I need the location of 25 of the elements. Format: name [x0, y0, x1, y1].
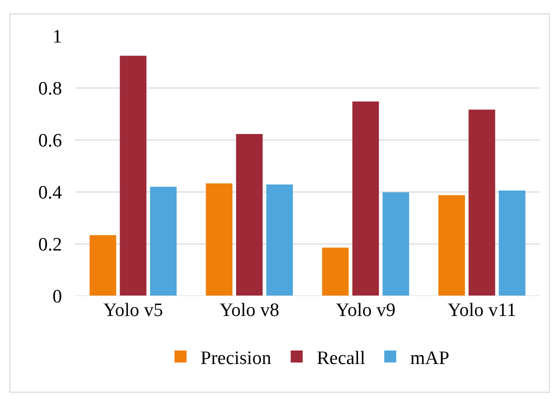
bar — [438, 195, 465, 296]
bar — [236, 134, 263, 296]
bar — [150, 186, 177, 296]
bar — [120, 56, 146, 296]
x-tick-label: Yolo v11 — [448, 300, 516, 321]
y-tick-label: 0.8 — [38, 78, 62, 100]
bar — [468, 110, 496, 296]
bar — [266, 184, 293, 296]
x-tick-label: Yolo v9 — [336, 300, 396, 321]
bar — [206, 183, 232, 296]
bar — [382, 192, 410, 296]
bar — [498, 190, 526, 296]
bar — [322, 248, 349, 296]
x-tick-label: Yolo v5 — [103, 300, 164, 321]
legend-label: mAP — [410, 348, 450, 369]
y-tick-label: 0 — [52, 286, 62, 308]
bar — [90, 235, 116, 296]
x-tick-label: Yolo v8 — [219, 300, 280, 321]
y-tick-label: 0.2 — [38, 234, 62, 256]
bar — [352, 102, 379, 296]
legend-label: Precision — [200, 348, 272, 369]
legend-label: Recall — [316, 348, 366, 369]
y-tick-label: 0.6 — [38, 130, 62, 152]
y-tick-label: 0.4 — [38, 182, 62, 204]
y-tick-label: 1 — [52, 26, 62, 48]
